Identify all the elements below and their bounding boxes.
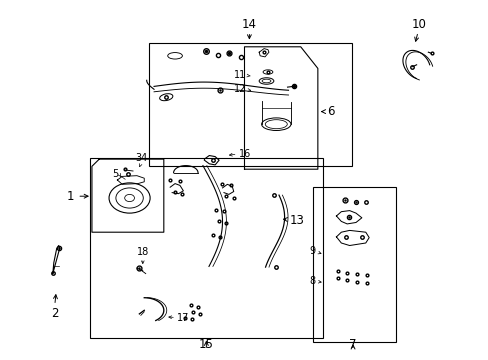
Text: 8: 8 — [309, 276, 315, 286]
Polygon shape — [259, 49, 268, 57]
Text: 2: 2 — [51, 307, 59, 320]
Text: 10: 10 — [411, 18, 426, 31]
Text: 1: 1 — [67, 190, 74, 203]
Polygon shape — [336, 230, 368, 246]
Text: 9: 9 — [309, 246, 315, 256]
Text: 34: 34 — [135, 153, 148, 163]
Text: 7: 7 — [348, 338, 356, 351]
Text: 16: 16 — [238, 149, 250, 159]
Text: 13: 13 — [289, 214, 304, 227]
Text: 5: 5 — [112, 168, 118, 179]
Text: 6: 6 — [326, 105, 333, 118]
Text: 11: 11 — [234, 70, 246, 80]
Text: 12: 12 — [234, 84, 246, 94]
Text: 15: 15 — [199, 338, 213, 351]
Text: 14: 14 — [242, 18, 256, 31]
Text: 18: 18 — [136, 247, 149, 257]
Bar — [312, 187, 395, 342]
Bar — [149, 43, 351, 166]
Text: 17: 17 — [177, 312, 189, 323]
Bar — [90, 158, 322, 338]
Polygon shape — [336, 211, 361, 224]
